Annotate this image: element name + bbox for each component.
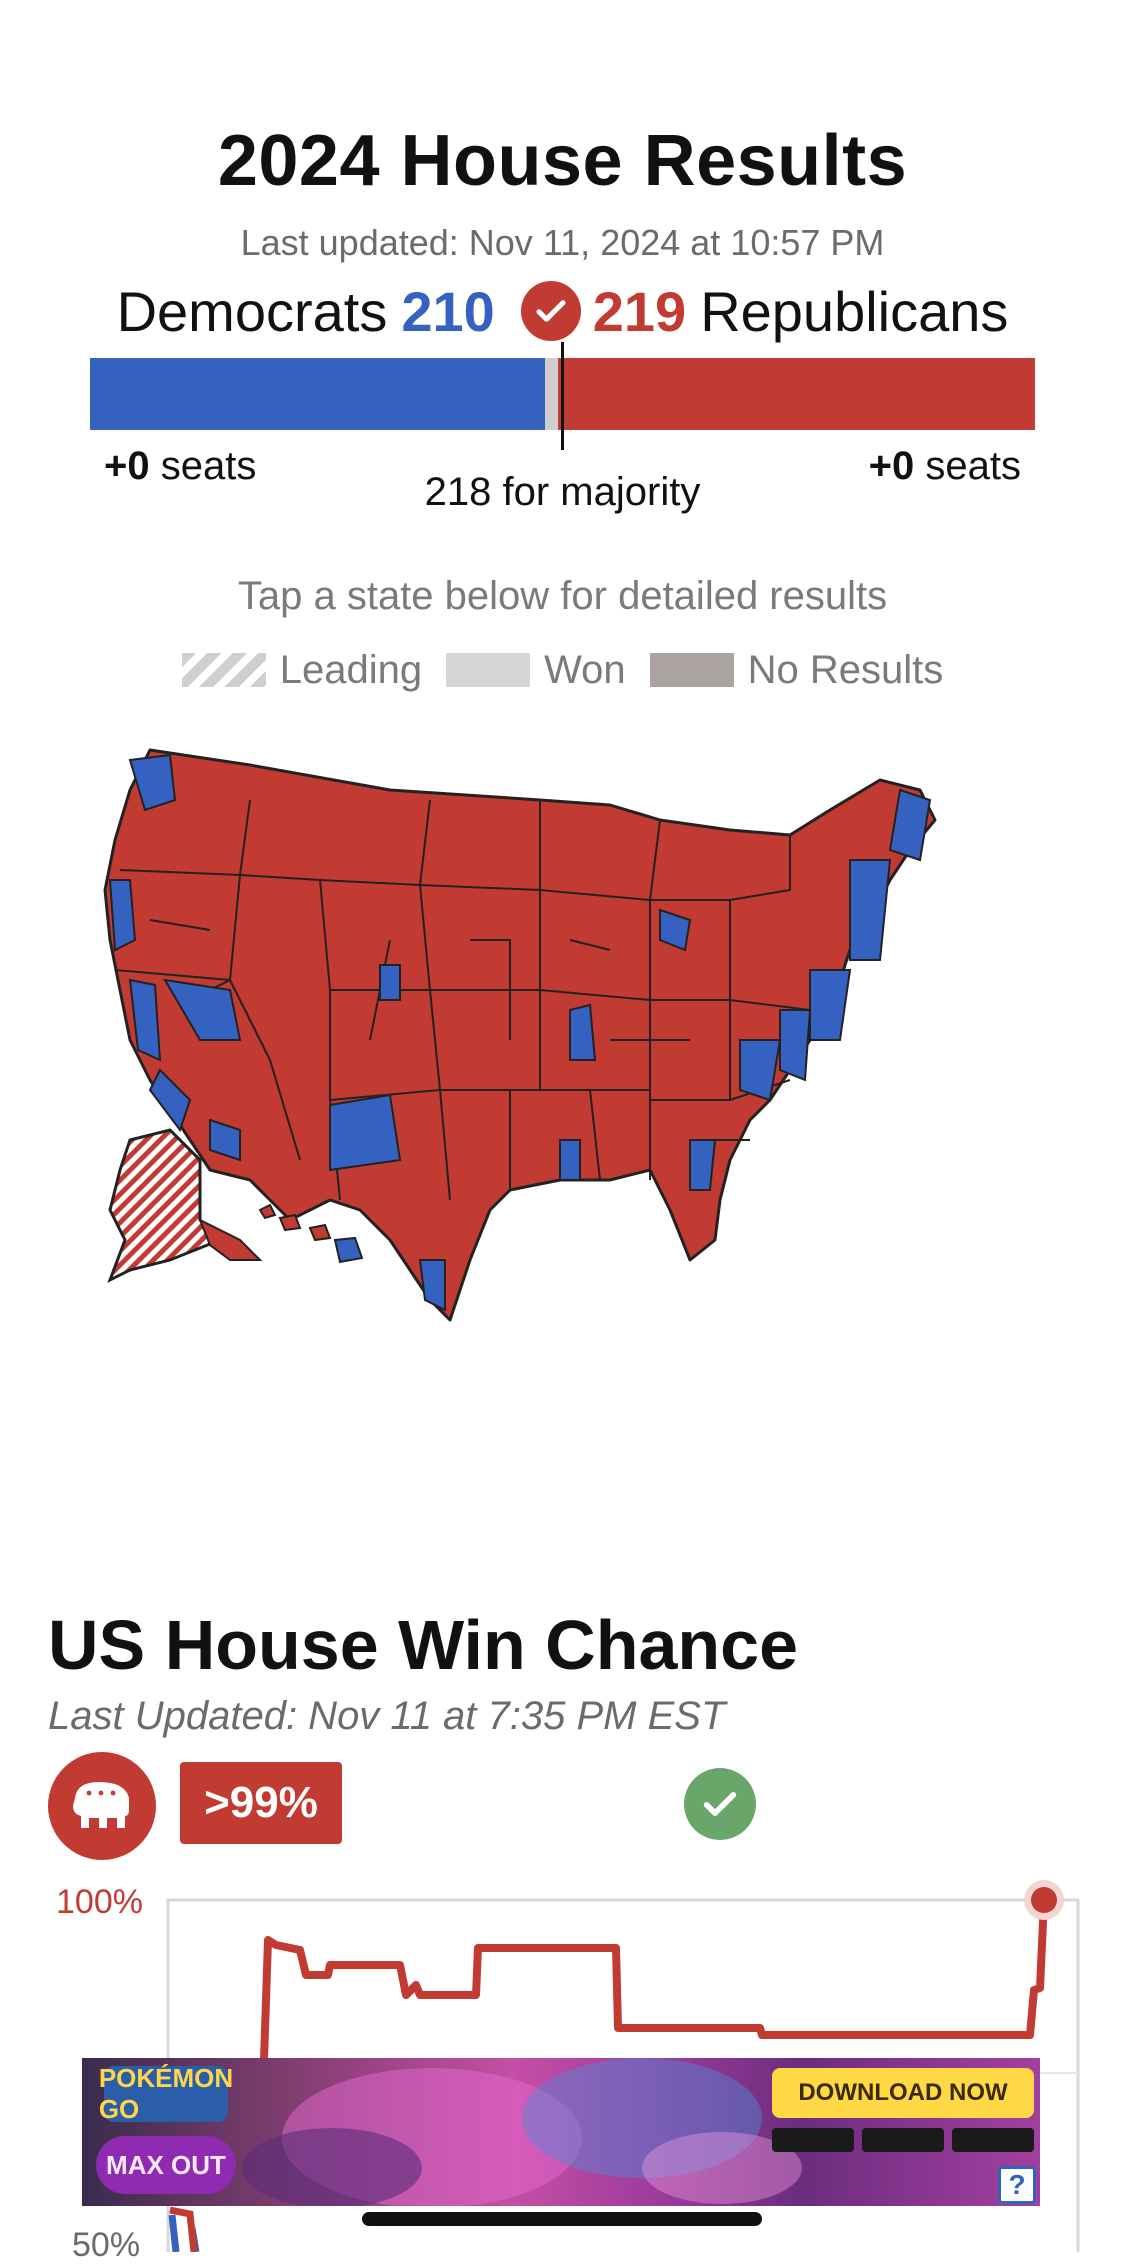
score-line: Democrats 210 219 Republicans	[0, 276, 1125, 346]
district-borders	[114, 799, 811, 1201]
seat-bar-uncalled	[545, 358, 558, 430]
majority-marker	[561, 342, 564, 450]
map-legend: Leading Won No Results	[0, 648, 1125, 692]
seat-bar-republican	[558, 358, 1035, 430]
democrat-districts[interactable]	[108, 753, 932, 1312]
majority-label: 218 for majority	[424, 470, 701, 514]
galaxy-store-badge	[952, 2128, 1034, 2152]
republican-win-probability: >99%	[180, 1762, 342, 1844]
democrats-seat-count: 210	[401, 279, 495, 343]
republicans-seat-count: 219	[592, 279, 687, 343]
republican-line-tail	[169, 2206, 198, 2252]
democrats-label: Democrats	[116, 279, 388, 343]
current-point	[1031, 1887, 1057, 1913]
republican-seat-change: +0 seats	[868, 444, 1021, 488]
ad-help-icon[interactable]: ?	[998, 2166, 1036, 2204]
win-chance-title: US House Win Chance	[48, 1606, 799, 1684]
green-check-icon	[684, 1768, 756, 1840]
contiguous-us[interactable]	[103, 748, 937, 1322]
home-indicator[interactable]	[362, 2212, 762, 2226]
legend-won: Won	[446, 648, 626, 693]
seat-bar-democrat	[90, 358, 545, 430]
page-title: 2024 House Results	[217, 121, 908, 201]
app-store-badge	[772, 2128, 854, 2152]
y-axis-50-label: 50%	[72, 2226, 141, 2264]
no-results-swatch	[649, 653, 734, 687]
ad-banner[interactable]: POKÉMON GO MAX OUT DOWNLOAD NOW ?	[82, 2058, 1040, 2206]
max-out-logo: MAX OUT	[96, 2136, 236, 2194]
republican-win-line	[168, 1899, 1048, 2124]
democrat-seat-change: +0 seats	[104, 444, 257, 488]
won-swatch	[446, 653, 531, 687]
legend-no-results: No Results	[649, 648, 943, 693]
ad-artwork	[242, 2058, 802, 2206]
republicans-label: Republicans	[700, 279, 1009, 343]
pokemon-go-logo: POKÉMON GO	[98, 2063, 234, 2124]
leading-swatch	[181, 653, 266, 687]
seat-bar	[90, 358, 1035, 430]
us-house-district-map[interactable]	[90, 740, 1040, 1340]
tap-state-hint: Tap a state below for detailed results	[237, 574, 888, 618]
last-updated-text: Last updated: Nov 11, 2024 at 10:57 PM	[240, 222, 885, 263]
legend-leading: Leading	[181, 648, 422, 693]
y-axis-100-label: 100%	[56, 1883, 143, 1921]
alaska[interactable]	[107, 1128, 223, 1284]
google-play-badge	[862, 2128, 944, 2152]
gop-elephant-icon	[48, 1752, 156, 1860]
hawaii[interactable]	[258, 1203, 364, 1264]
download-now-button[interactable]: DOWNLOAD NOW	[772, 2068, 1034, 2118]
win-chance-updated: Last Updated: Nov 11 at 7:35 PM EST	[48, 1694, 726, 1738]
store-badges	[772, 2128, 1034, 2152]
majority-check-icon	[520, 281, 581, 341]
